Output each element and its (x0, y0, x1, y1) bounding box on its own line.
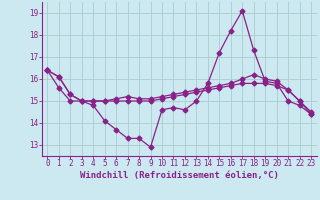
X-axis label: Windchill (Refroidissement éolien,°C): Windchill (Refroidissement éolien,°C) (80, 171, 279, 180)
